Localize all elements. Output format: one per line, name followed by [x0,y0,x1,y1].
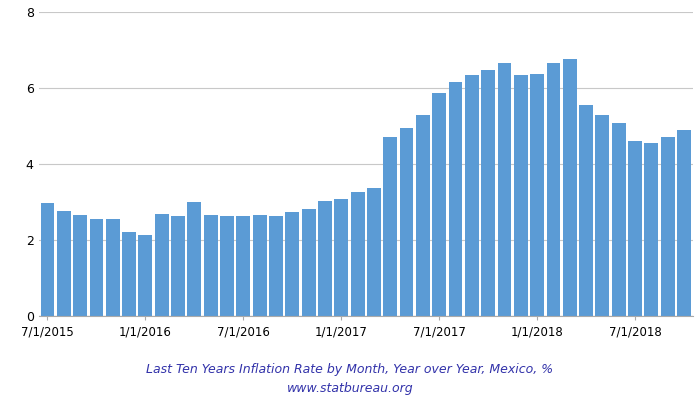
Bar [171,216,185,316]
Bar [155,214,169,316]
Bar [514,75,528,316]
Bar [416,115,430,316]
Bar [498,63,512,316]
Bar [139,235,153,316]
Bar [563,59,577,316]
Bar [204,215,218,316]
Bar [530,74,544,316]
Bar [661,137,675,316]
Bar [286,212,299,316]
Bar [335,199,348,316]
Bar [579,105,593,316]
Bar [237,216,251,316]
Bar [188,202,202,316]
Bar [400,128,414,316]
Bar [612,122,626,316]
Bar [269,216,283,316]
Bar [645,143,658,316]
Bar [220,216,234,316]
Bar [433,93,446,316]
Text: www.statbureau.org: www.statbureau.org [287,382,413,395]
Bar [481,70,495,316]
Bar [90,219,104,316]
Bar [367,188,381,316]
Bar [547,63,561,316]
Bar [677,130,691,316]
Bar [253,215,267,316]
Bar [351,192,365,316]
Bar [74,215,87,316]
Bar [41,203,55,316]
Bar [122,232,136,316]
Bar [449,82,463,316]
Text: Last Ten Years Inflation Rate by Month, Year over Year, Mexico, %: Last Ten Years Inflation Rate by Month, … [146,364,554,376]
Bar [628,141,642,316]
Bar [596,115,610,316]
Bar [384,137,397,316]
Bar [302,209,316,316]
Bar [106,219,120,316]
Bar [57,211,71,316]
Bar [318,201,332,316]
Bar [465,75,479,316]
